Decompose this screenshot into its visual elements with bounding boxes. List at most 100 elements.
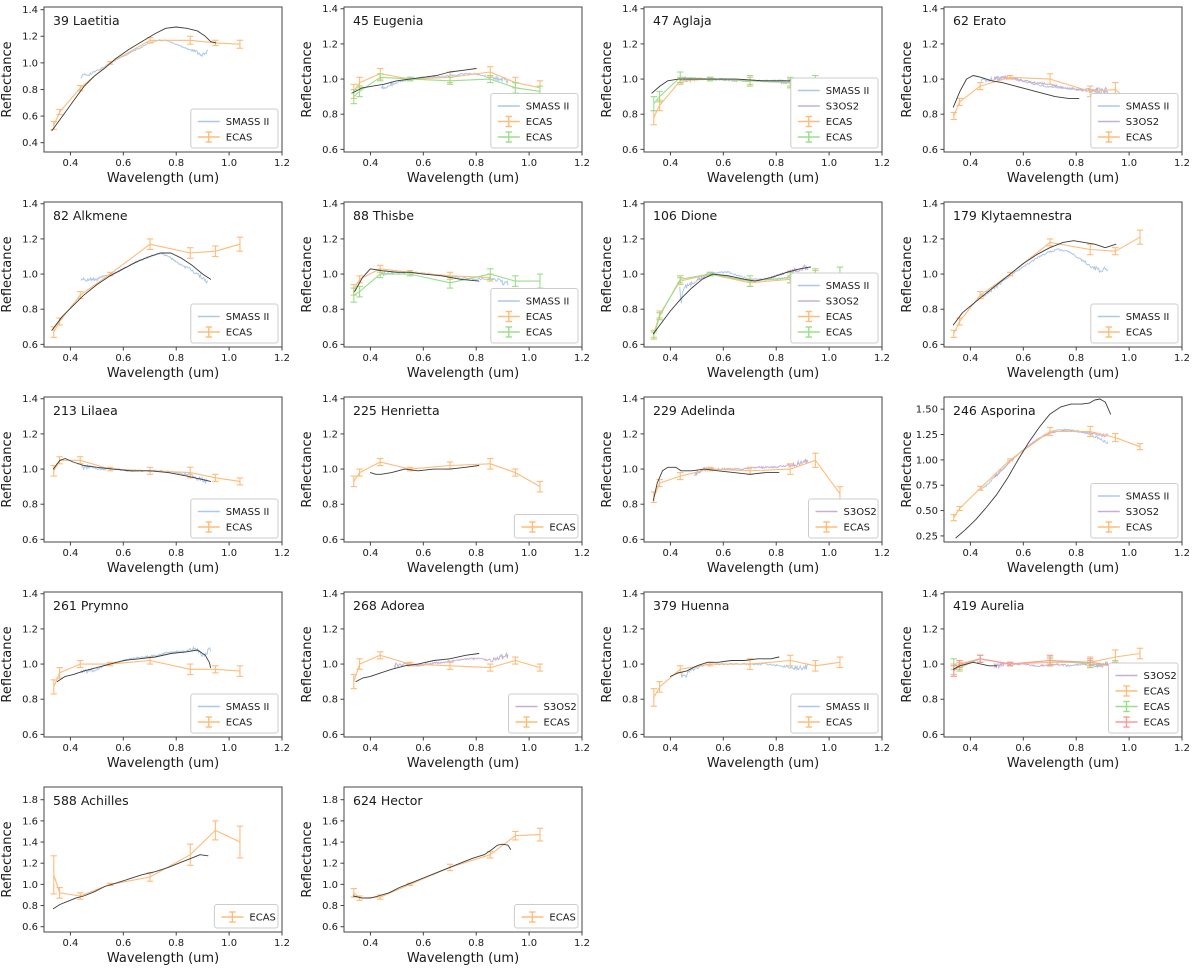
y-tick-label: 1.4 bbox=[622, 199, 638, 210]
legend-box bbox=[190, 108, 279, 149]
y-tick-label: 0.6 bbox=[22, 922, 38, 933]
x-tick-label: 0.8 bbox=[1068, 548, 1084, 559]
legend-label: ECAS bbox=[1126, 133, 1153, 144]
legend: SMASS II ECAS ECAS bbox=[490, 93, 579, 149]
x-axis-label: Wavelength (um) bbox=[107, 756, 219, 771]
legend: S3OS2 ECAS bbox=[808, 498, 879, 539]
y-tick-label: 1.4 bbox=[322, 4, 338, 15]
y-tick-label: 1.4 bbox=[22, 199, 38, 210]
subplot-229-adelinda: 0.4 0.6 0.8 1.0 1.2 0.6 0.8 1.0 1.2 1.4 Wavelength… bbox=[600, 394, 890, 576]
y-tick-label: 0.6 bbox=[322, 922, 338, 933]
legend-label: ECAS bbox=[526, 117, 553, 128]
y-tick-label: 1.2 bbox=[22, 859, 38, 870]
x-tick-label: 1.2 bbox=[274, 548, 290, 559]
series-line bbox=[53, 39, 241, 126]
y-axis-label: Reflectance bbox=[900, 236, 915, 312]
y-tick-label: 1.0 bbox=[622, 659, 638, 670]
x-tick-label: 0.4 bbox=[362, 158, 378, 169]
y-axis-label: Reflectance bbox=[300, 626, 315, 702]
y-tick-label: 0.6 bbox=[22, 340, 38, 351]
legend-label: ECAS bbox=[226, 133, 253, 144]
x-axis-label: Wavelength (um) bbox=[107, 366, 219, 381]
legend: S3OS2 ECAS bbox=[508, 693, 579, 734]
x-tick-label: 0.4 bbox=[662, 353, 678, 364]
series-ecas-1 bbox=[50, 656, 244, 695]
x-tick-label: 1.0 bbox=[821, 548, 837, 559]
legend-label: S3OS2 bbox=[826, 297, 859, 308]
x-tick-label: 0.4 bbox=[62, 548, 78, 559]
subplot-225-henrietta: 0.4 0.6 0.8 1.0 1.2 0.6 0.8 1.0 1.2 1.4 Wavelength… bbox=[300, 394, 590, 576]
y-tick-label: 1.2 bbox=[322, 39, 338, 50]
series-line bbox=[953, 236, 1141, 335]
y-axis-label: Reflectance bbox=[900, 431, 915, 507]
x-tick-label: 0.8 bbox=[468, 353, 484, 364]
subplot-62-erato: 0.4 0.6 0.8 1.0 1.2 0.6 0.8 1.0 1.2 1.4 Wavelength… bbox=[900, 4, 1190, 186]
chart-cell-246-asporina: 0.4 0.6 0.8 1.0 1.2 0.25 0.50 0.75 1.00 1.25 1.50 W… bbox=[900, 390, 1200, 585]
subplot-title: 179 Klytaemnestra bbox=[953, 208, 1072, 223]
x-tick-label: 1.2 bbox=[574, 548, 590, 559]
x-tick-label: 1.2 bbox=[874, 743, 890, 754]
x-tick-label: 1.0 bbox=[221, 353, 237, 364]
x-tick-label: 0.8 bbox=[468, 743, 484, 754]
legend: SMASS II S3OS2 ECAS bbox=[1090, 483, 1179, 539]
x-tick-label: 0.6 bbox=[115, 548, 131, 559]
x-tick-label: 1.0 bbox=[1121, 743, 1137, 754]
y-tick-label: 1.2 bbox=[322, 859, 338, 870]
legend-label: ECAS bbox=[249, 913, 276, 924]
series-unlabeled-3 bbox=[952, 75, 1080, 108]
series-ecas-1 bbox=[950, 229, 1144, 338]
y-tick-label: 1.4 bbox=[322, 199, 338, 210]
y-tick-label: 1.00 bbox=[916, 455, 938, 466]
y-tick-label: 1.2 bbox=[622, 624, 638, 635]
y-tick-label: 1.0 bbox=[322, 464, 338, 475]
x-tick-label: 0.8 bbox=[168, 548, 184, 559]
chart-cell-261-prymno: 0.4 0.6 0.8 1.0 1.2 0.6 0.8 1.0 1.2 1.4 Wavelength… bbox=[0, 585, 300, 780]
subplot-379-huenna: 0.4 0.6 0.8 1.0 1.2 0.6 0.8 1.0 1.2 1.4 Wavelength… bbox=[600, 589, 890, 771]
x-tick-label: 0.6 bbox=[1015, 743, 1031, 754]
series-line bbox=[53, 243, 241, 333]
x-tick-label: 0.4 bbox=[662, 743, 678, 754]
y-tick-label: 1.0 bbox=[922, 269, 938, 280]
y-tick-label: 1.2 bbox=[22, 234, 38, 245]
y-tick-label: 0.8 bbox=[622, 110, 638, 121]
series-line bbox=[993, 429, 1109, 478]
y-tick-label: 0.6 bbox=[622, 730, 638, 741]
subplot-title: 45 Eugenia bbox=[353, 13, 423, 28]
y-tick-label: 0.6 bbox=[322, 730, 338, 741]
subplot-88-thisbe: 0.4 0.6 0.8 1.0 1.2 0.6 0.8 1.0 1.2 1.4 Wavelength… bbox=[300, 199, 590, 381]
series-line bbox=[352, 843, 512, 899]
legend-box bbox=[1108, 662, 1179, 734]
y-tick-label: 0.8 bbox=[322, 901, 338, 912]
y-tick-label: 1.4 bbox=[922, 589, 938, 600]
legend: SMASS II ECAS ECAS bbox=[490, 288, 579, 344]
x-tick-label: 0.8 bbox=[768, 548, 784, 559]
x-tick-label: 1.2 bbox=[274, 158, 290, 169]
y-tick-label: 1.4 bbox=[22, 394, 38, 405]
series-line bbox=[52, 854, 209, 910]
y-axis-label: Reflectance bbox=[300, 236, 315, 312]
legend-label: ECAS bbox=[1144, 718, 1171, 729]
series-s3os2-1 bbox=[993, 429, 1109, 478]
series-line bbox=[353, 268, 491, 291]
y-tick-label: 1.8 bbox=[22, 795, 38, 806]
x-tick-label: 0.8 bbox=[168, 353, 184, 364]
legend-label: ECAS bbox=[1144, 687, 1171, 698]
y-tick-label: 1.2 bbox=[322, 429, 338, 440]
x-tick-label: 0.6 bbox=[415, 353, 431, 364]
series-line bbox=[980, 428, 1109, 491]
y-tick-label: 1.0 bbox=[922, 659, 938, 670]
series-line bbox=[51, 252, 212, 331]
subplot-title: 213 Lilaea bbox=[53, 403, 118, 418]
x-axis-label: Wavelength (um) bbox=[407, 171, 519, 186]
series-line bbox=[955, 398, 1112, 539]
chart-cell-62-erato: 0.4 0.6 0.8 1.0 1.2 0.6 0.8 1.0 1.2 1.4 Wavelength… bbox=[900, 0, 1200, 195]
legend-box bbox=[1090, 483, 1179, 539]
x-tick-label: 1.2 bbox=[1174, 743, 1190, 754]
series-line bbox=[652, 266, 812, 335]
series-ecas-1 bbox=[650, 452, 844, 504]
legend: SMASS II ECAS bbox=[1090, 303, 1179, 344]
y-tick-label: 1.2 bbox=[322, 624, 338, 635]
subplot-47-aglaja: 0.4 0.6 0.8 1.0 1.2 0.6 0.8 1.0 1.2 1.4 Wavelength… bbox=[600, 4, 890, 186]
legend-label: ECAS bbox=[826, 718, 853, 729]
series-line bbox=[351, 68, 477, 94]
